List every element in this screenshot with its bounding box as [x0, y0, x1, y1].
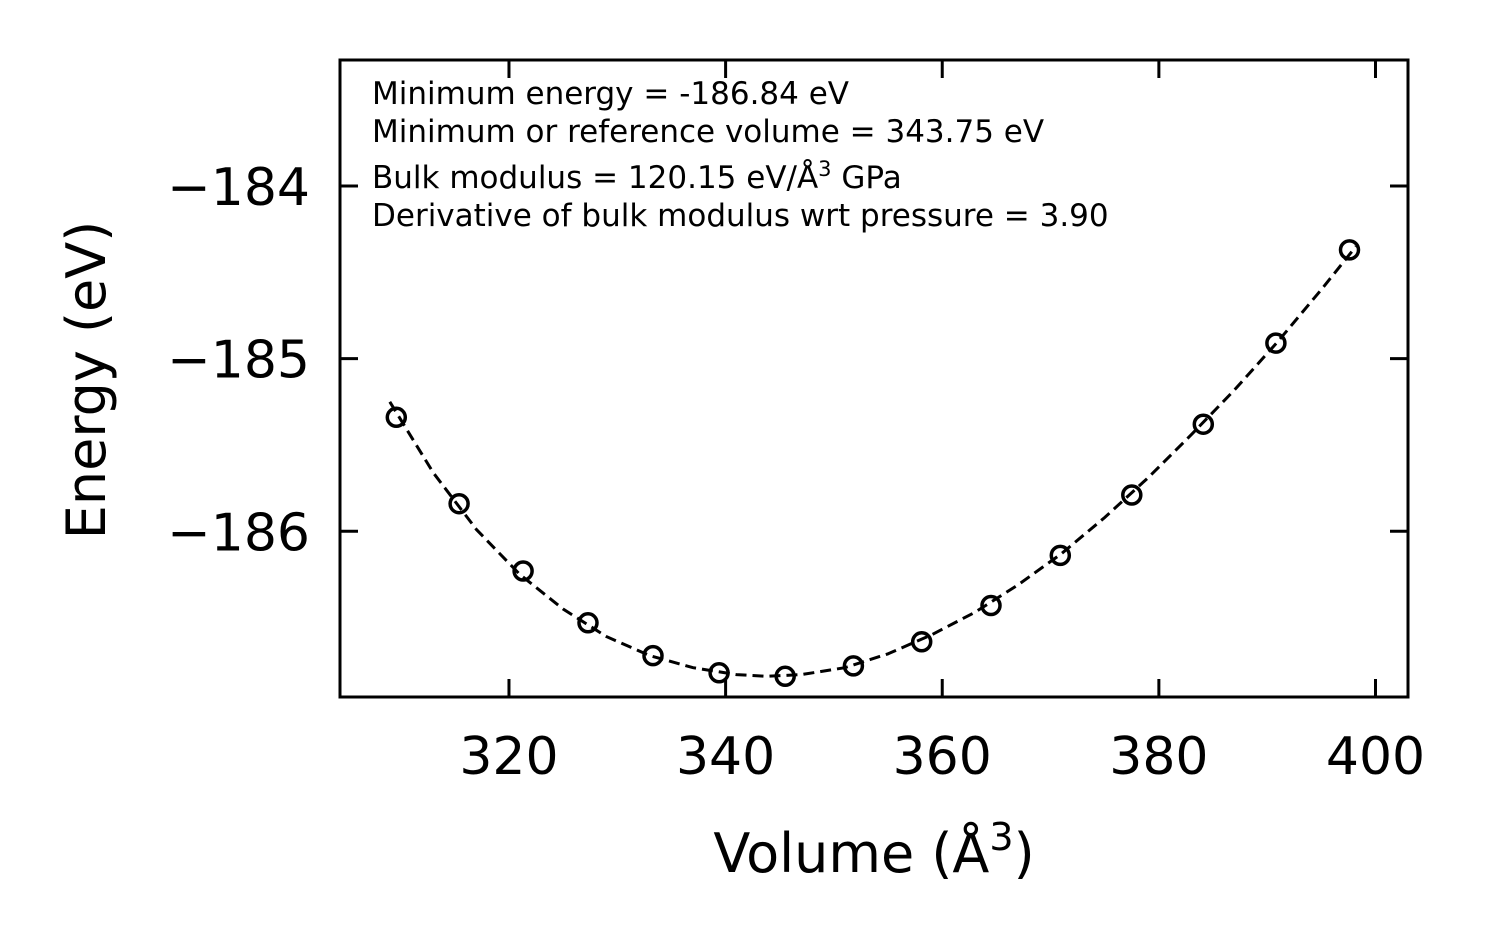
- data-point: [448, 492, 470, 515]
- data-point: [577, 612, 599, 634]
- data-point: [1192, 413, 1215, 435]
- x-tick-label: 400: [1326, 727, 1425, 787]
- data-point: [385, 406, 408, 429]
- data-point: [512, 560, 534, 582]
- plot-frame: [338, 58, 1410, 699]
- annotation-min-volume: Minimum or reference volume = 343.75 eV: [372, 114, 1044, 150]
- data-point: [708, 662, 730, 684]
- x-axis-label: Volume (Å3): [713, 815, 1034, 885]
- data-point: [1265, 332, 1287, 354]
- x-axis-label-sup: 3: [989, 815, 1013, 859]
- fit-curve: [388, 245, 1358, 678]
- x-tick-label: 360: [893, 727, 992, 787]
- annotation-bulk-modulus-unit: GPa: [832, 160, 902, 196]
- data-point: [1338, 239, 1361, 261]
- y-tick-label: −185: [167, 331, 310, 391]
- data-point: [1121, 484, 1143, 506]
- data-point: [642, 644, 664, 667]
- annotation-bulk-modulus-sup: 3: [818, 157, 831, 181]
- annotation-bulk-modulus-text: Bulk modulus = 120.15 eV/Å: [372, 160, 818, 196]
- x-axis-label-close: ): [1014, 822, 1035, 885]
- annotation-bulk-modulus: Bulk modulus = 120.15 eV/Å3 GPa: [372, 157, 902, 196]
- x-axis-label-text: Volume (Å: [713, 821, 989, 885]
- y-tick-label: −186: [167, 503, 310, 563]
- y-axis-label: Energy (eV): [55, 221, 118, 540]
- annotation-bulk-derivative: Derivative of bulk modulus wrt pressure …: [372, 198, 1109, 234]
- data-point: [980, 594, 1002, 617]
- data-points-layer: [385, 239, 1361, 688]
- y-tick-label: −184: [167, 158, 310, 218]
- data-point: [1049, 544, 1072, 567]
- data-point: [910, 631, 933, 653]
- x-tick-label: 320: [459, 727, 558, 787]
- annotation-min-energy: Minimum energy = -186.84 eV: [372, 76, 849, 112]
- ticks-layer: 320 340 360 380 400 −184 −185 −186: [167, 60, 1425, 787]
- data-point: [774, 665, 796, 688]
- x-tick-label: 380: [1109, 727, 1208, 787]
- fit-curve-layer: [388, 245, 1358, 678]
- data-point: [842, 655, 865, 677]
- x-tick-label: 340: [676, 727, 775, 787]
